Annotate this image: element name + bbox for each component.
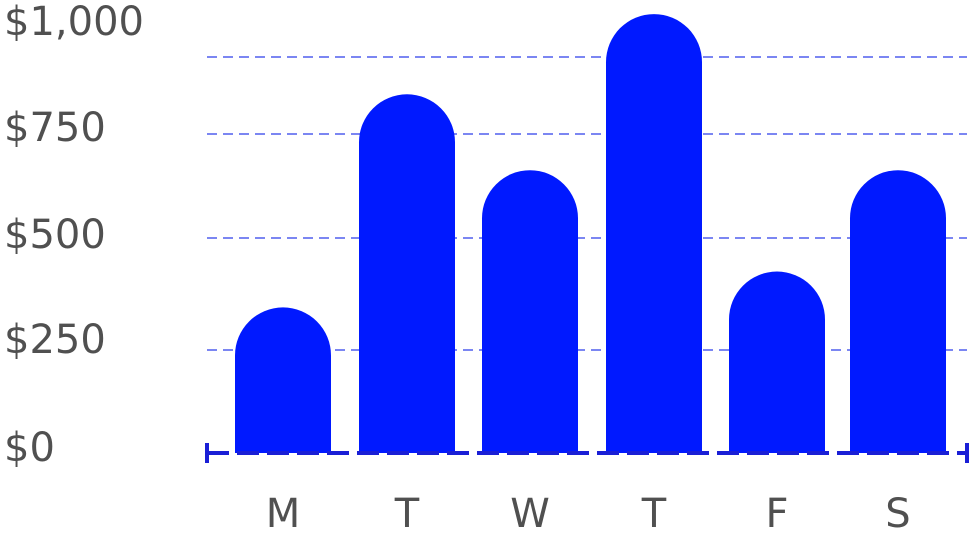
x-tick-label: S (885, 491, 910, 537)
x-tick-label: W (510, 491, 550, 537)
y-tick-label: $0 (4, 425, 55, 471)
x-tick-label: T (394, 491, 420, 537)
bars (235, 14, 946, 454)
bar (606, 14, 702, 454)
y-tick-label: $500 (4, 212, 106, 258)
gridlines (207, 56, 967, 351)
y-tick-label: $1,000 (4, 0, 144, 45)
x-tick-label: M (266, 491, 301, 537)
bar (359, 94, 455, 454)
y-axis-ticks: $0 $250 $500 $750 $1,000 (4, 0, 144, 471)
x-tick-label: T (641, 491, 667, 537)
bar (729, 271, 825, 453)
bar (482, 170, 578, 453)
y-tick-label: $250 (4, 317, 106, 363)
bar (235, 307, 331, 453)
bar (850, 170, 946, 453)
y-tick-label: $750 (4, 105, 106, 151)
x-tick-label: F (765, 491, 788, 537)
x-axis (205, 443, 969, 463)
